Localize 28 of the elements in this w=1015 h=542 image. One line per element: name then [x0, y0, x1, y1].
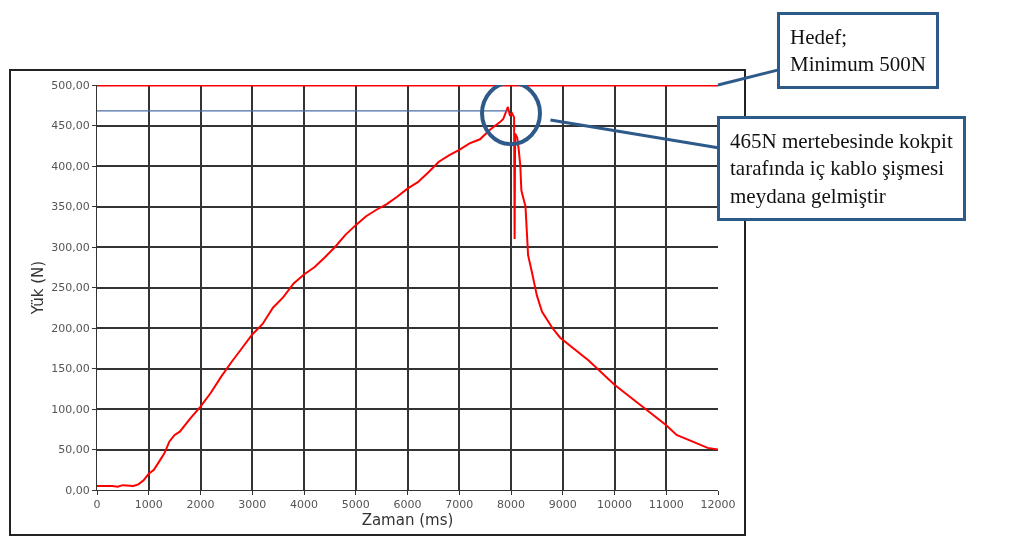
x-tick-label: 1000	[134, 498, 163, 512]
x-tick-label: 0	[93, 498, 101, 512]
y-tick-label: 50,00	[58, 443, 90, 457]
x-tick-label: 8000	[497, 498, 525, 512]
y-axis-title: Yük (N)	[28, 260, 47, 316]
annotation: Hedef; Minimum 500N	[790, 25, 926, 77]
y-tick-label: 100,00	[51, 402, 90, 416]
x-tick-label: 3000	[238, 498, 267, 512]
x-tick-label: 4000	[290, 498, 318, 512]
annotation: 465N mertebesinde kokpit tarafında iç kablo şişmesi meydana gelmiştir	[730, 129, 953, 208]
y-tick-label: 450,00	[51, 119, 90, 133]
y-tick-label: 400,00	[51, 159, 90, 173]
x-tick-label: 5000	[341, 498, 370, 512]
y-tick-label: 300,00	[51, 240, 90, 254]
y-tick-label: 200,00	[51, 321, 90, 335]
y-tick-label: 500,00	[51, 78, 90, 92]
y-tick-label: 250,00	[51, 281, 90, 295]
y-tick-label: 150,00	[51, 362, 90, 376]
y-tick-label: 0,00	[65, 483, 90, 497]
x-tick-label: 9000	[548, 498, 577, 512]
x-tick-label: 10000	[597, 498, 632, 512]
x-tick-label: 6000	[393, 498, 422, 512]
x-tick-label: 12000	[700, 498, 736, 512]
x-tick-label: 11000	[648, 498, 684, 512]
y-tick-label: 350,00	[51, 200, 90, 214]
x-tick-label: 2000	[186, 498, 215, 512]
x-tick-label: 7000	[445, 498, 474, 512]
x-axis-title: Zaman (ms)	[361, 511, 454, 530]
